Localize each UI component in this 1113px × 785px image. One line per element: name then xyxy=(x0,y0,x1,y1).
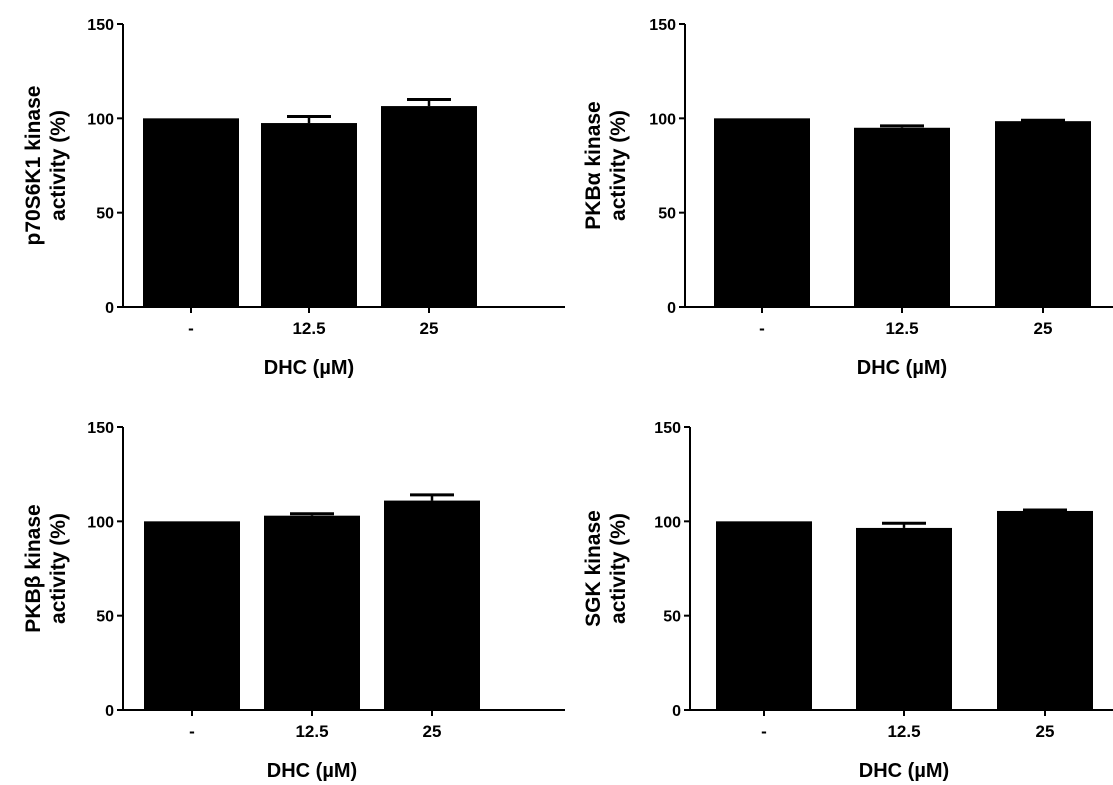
y-tick-label: 100 xyxy=(87,514,114,531)
y-axis-title-line-1: p70S6K1 kinase xyxy=(22,86,45,246)
bar-2 xyxy=(856,527,952,710)
y-tick-label: 50 xyxy=(658,206,676,223)
y-axis-title-line-1: PKBα kinase xyxy=(582,101,605,229)
y-axis-title-line-1: PKBβ kinase xyxy=(22,504,45,632)
x-tick-label: 25 xyxy=(1034,319,1053,338)
bar-2 xyxy=(264,515,360,710)
x-tick-label: 25 xyxy=(423,722,442,741)
y-tick-label: 0 xyxy=(672,703,681,720)
bar-3 xyxy=(381,106,477,307)
y-axis-title-line-2: activity (%) xyxy=(607,513,630,624)
x-tick-label: 12.5 xyxy=(887,722,920,741)
x-axis-title: DHC (µM) xyxy=(267,760,357,782)
bar-1 xyxy=(716,521,812,710)
chart-panel-1: 0 50 100 150 - 12.5 25 DHC (µM) p70S6K1 kinase ac… xyxy=(22,17,565,379)
x-tick-label: - xyxy=(188,319,194,338)
y-tick-label: 150 xyxy=(87,420,114,437)
y-tick-label: 150 xyxy=(654,420,681,437)
y-axis-title-line-2: activity (%) xyxy=(47,513,70,624)
y-tick-label: 50 xyxy=(663,609,681,626)
chart-panel-2: 0 50 100 150 - 12.5 25 DHC (µM) PKBα kinase activ… xyxy=(582,17,1113,379)
bar-3 xyxy=(384,500,480,710)
x-tick-label: 25 xyxy=(1036,722,1055,741)
y-tick-label: 100 xyxy=(654,514,681,531)
x-tick-label: 25 xyxy=(420,319,439,338)
y-tick-label: 50 xyxy=(96,609,114,626)
y-axis-title-line-2: activity (%) xyxy=(607,110,630,221)
y-tick-label: 100 xyxy=(649,111,676,128)
y-tick-label: 50 xyxy=(96,206,114,223)
bar-1 xyxy=(144,521,240,710)
y-tick-label: 150 xyxy=(649,17,676,34)
bar-3 xyxy=(997,510,1093,710)
y-tick-label: 0 xyxy=(105,703,114,720)
y-axis-title-line-2: activity (%) xyxy=(47,110,70,221)
y-tick-label: 100 xyxy=(87,111,114,128)
y-tick-label: 150 xyxy=(87,17,114,34)
bar-2 xyxy=(261,123,357,307)
bar-1 xyxy=(143,118,239,307)
y-axis-title-line-1: SGK kinase xyxy=(582,510,605,627)
x-tick-label: 12.5 xyxy=(295,722,328,741)
x-axis-title: DHC (µM) xyxy=(857,357,947,379)
x-tick-label: - xyxy=(761,722,767,741)
x-axis-title: DHC (µM) xyxy=(859,760,949,782)
x-tick-label: - xyxy=(759,319,765,338)
bar-3 xyxy=(995,121,1091,307)
chart-panel-3: 0 50 100 150 - 12.5 25 DHC (µM) PKBβ kinase activ… xyxy=(22,420,565,782)
x-tick-label: - xyxy=(189,722,195,741)
x-tick-label: 12.5 xyxy=(292,319,325,338)
x-tick-label: 12.5 xyxy=(885,319,918,338)
bar-2 xyxy=(854,127,950,308)
y-tick-label: 0 xyxy=(105,300,114,317)
y-tick-label: 0 xyxy=(667,300,676,317)
chart-panel-4: 0 50 100 150 - 12.5 25 DHC (µM) SGK kinase activi… xyxy=(582,420,1113,782)
x-axis-title: DHC (µM) xyxy=(264,357,354,379)
bar-1 xyxy=(714,118,810,307)
